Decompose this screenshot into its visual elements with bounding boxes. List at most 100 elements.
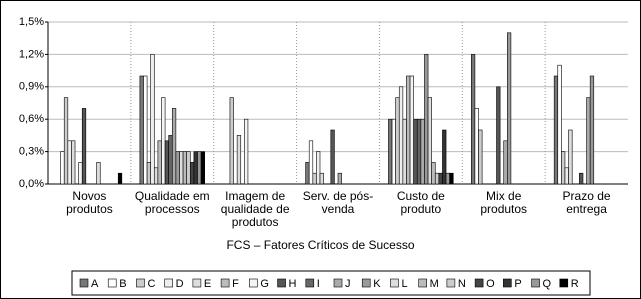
bar [153,167,159,185]
bar [96,162,101,185]
bar [391,118,396,185]
legend-swatch [474,278,484,288]
legend-swatch [220,278,230,288]
bar [161,97,166,185]
x-tick-label: Qualidade em processos [134,189,210,216]
legend-label: E [204,278,211,290]
bar [449,172,454,185]
legend-label: H [289,278,297,290]
legend-label: C [147,278,155,290]
bar [413,118,418,185]
legend-label: F [232,278,239,290]
bar [409,75,414,185]
bar [442,129,447,185]
bar [78,162,83,185]
y-tick-label: 1,5% [19,16,44,28]
bar [143,75,148,185]
bar [179,151,184,185]
bar [330,129,335,185]
bar [175,151,180,185]
x-tick-label: Novos produtos [66,189,113,216]
x-tick-label: Mix de produtos [480,189,528,216]
legend-swatch [136,278,145,288]
bar [150,54,155,185]
legend-label: R [571,278,579,290]
legend-swatch [305,278,315,288]
bar [146,162,151,185]
bar [312,172,317,185]
bar [139,75,144,185]
bar [200,151,205,185]
legend-swatch [107,278,117,288]
bar [182,151,187,185]
y-tick-label: 0,3% [19,146,44,158]
bar [319,172,324,185]
legend-swatch [333,278,343,288]
bar [586,97,591,185]
legend-label: J [345,278,351,290]
bar [81,108,87,185]
y-tick-label: 0,6% [19,113,44,125]
bar [168,135,173,185]
bar [434,172,440,185]
bar [402,118,407,185]
bar [171,108,177,185]
bar [398,86,404,185]
bar [478,129,483,185]
bar [406,75,411,185]
bar [561,151,566,185]
bar [503,140,508,185]
legend-swatch [361,278,371,288]
legend-label: D [176,278,184,290]
bar [308,140,314,185]
bar [553,75,559,185]
bar [186,151,191,185]
bar [474,108,479,185]
legend-label: B [119,278,126,290]
legend-swatch [418,278,427,288]
x-tick-label: Serv. de pós-venda [302,189,374,216]
x-tick-label: Imagem de qualidade de produtos [220,189,290,229]
x-axis-title: FCS – Fatores Críticos de Sucesso [226,238,415,252]
legend-swatch [249,278,258,288]
bar [395,97,400,185]
bar [427,97,432,185]
x-tick-label: Prazo de entrega [562,189,611,216]
bar [305,162,310,185]
x-tick-label: Custo de produto [396,189,445,216]
bar [164,140,169,185]
bar [316,151,321,185]
bar [67,140,72,185]
y-tick-label: 0,9% [19,81,44,93]
legend-label: Q [543,278,552,290]
legend-swatch [559,278,569,288]
bar [507,32,512,185]
legend-label: K [373,278,381,290]
legend-label: A [91,278,99,290]
bar [557,64,562,185]
bar [568,129,573,185]
bar [337,172,342,185]
bar [229,97,234,185]
bar [117,172,123,185]
bar [496,86,501,185]
legend-swatch [531,278,540,288]
legend-label: O [486,278,495,290]
bar [589,75,595,185]
bar [236,135,242,185]
legend-label: G [260,278,269,290]
legend-label: L [401,278,407,290]
legend-swatch [503,278,512,288]
bar [579,172,584,185]
bar [189,162,195,185]
bar [71,140,76,185]
legend-swatch [79,278,89,288]
bar [416,118,422,185]
bar [438,172,443,185]
bar [244,118,249,185]
y-tick-label: 0,0% [19,178,44,190]
bar [193,151,198,185]
bar [197,151,202,185]
